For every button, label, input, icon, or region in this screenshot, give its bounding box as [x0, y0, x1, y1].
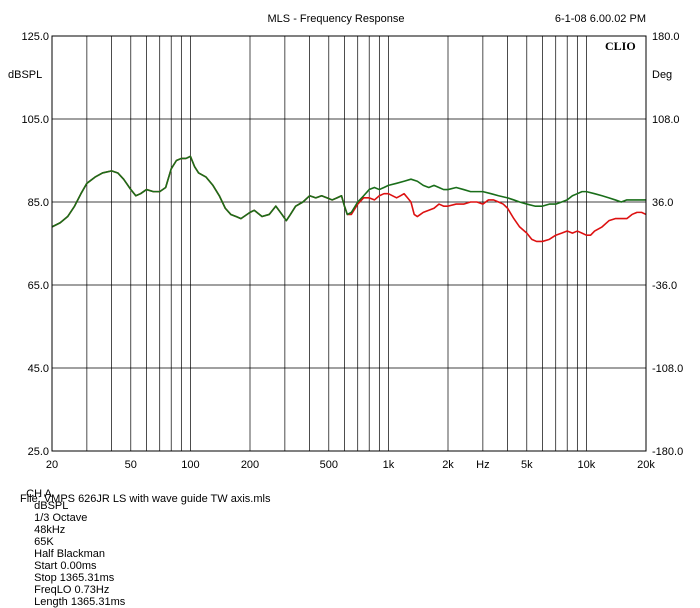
y-tick-label: 85.0 — [28, 197, 49, 209]
plot-frame — [51, 35, 647, 452]
sample-rate: 48kHz — [34, 524, 66, 536]
series-line-red — [51, 155, 647, 243]
y-tick-label: 45.0 — [28, 363, 49, 375]
stop: Stop 1365.31ms — [34, 572, 115, 584]
x-tick-label: 20 — [46, 459, 58, 471]
channel: CH A — [26, 488, 52, 500]
y2-tick-label: 180.0 — [652, 31, 680, 43]
x-tick-label: 50 — [125, 459, 137, 471]
y-tick-label: 125.0 — [21, 31, 49, 43]
y2-axis-label: Deg — [652, 69, 672, 81]
length: Length 1365.31ms — [34, 596, 126, 608]
series-layer — [51, 155, 647, 243]
timestamp: 6-1-08 6.00.02 PM — [555, 13, 646, 25]
x-unit-label: Hz — [476, 459, 489, 471]
y2-tick-label: -180.0 — [652, 446, 683, 458]
y-axis-label: dBSPL — [8, 69, 42, 81]
tick-labels: 20 50 100 200 500 1k 2k 5k 10k 20k Hz 125.0 105.0 85.… — [21, 31, 683, 471]
clio-logo: CLIO — [605, 39, 636, 53]
y-tick-label: 105.0 — [21, 114, 49, 126]
start: Start 0.00ms — [34, 560, 97, 572]
file-line: File: VMPS 626JR LS with wave guide TW a… — [20, 493, 271, 505]
size: 65K — [34, 536, 54, 548]
y2-tick-label: -108.0 — [652, 363, 683, 375]
smoothing: 1/3 Octave — [34, 512, 88, 524]
y2-tick-label: -36.0 — [652, 280, 677, 292]
x-tick-label: 2k — [442, 459, 454, 471]
freq-lo: FreqLO 0.73Hz — [34, 584, 110, 596]
grid — [52, 36, 646, 451]
chart-title: MLS - Frequency Response — [268, 13, 405, 25]
x-tick-label: 500 — [320, 459, 338, 471]
x-tick-label: 5k — [521, 459, 533, 471]
y-tick-label: 65.0 — [28, 280, 49, 292]
x-tick-label: 100 — [181, 459, 199, 471]
x-tick-label: 1k — [383, 459, 395, 471]
x-tick-label: 200 — [241, 459, 259, 471]
frequency-response-chart: MLS - Frequency Response 6-1-08 6.00.02 … — [8, 13, 683, 471]
window: Half Blackman — [34, 548, 106, 560]
y-tick-label: 25.0 — [28, 446, 49, 458]
y2-tick-label: 36.0 — [652, 197, 673, 209]
x-tick-label: 10k — [578, 459, 596, 471]
unit: dBSPL — [34, 500, 69, 512]
x-tick-label: 20k — [637, 459, 655, 471]
y2-tick-label: 108.0 — [652, 114, 680, 126]
series-line-green — [51, 155, 646, 228]
